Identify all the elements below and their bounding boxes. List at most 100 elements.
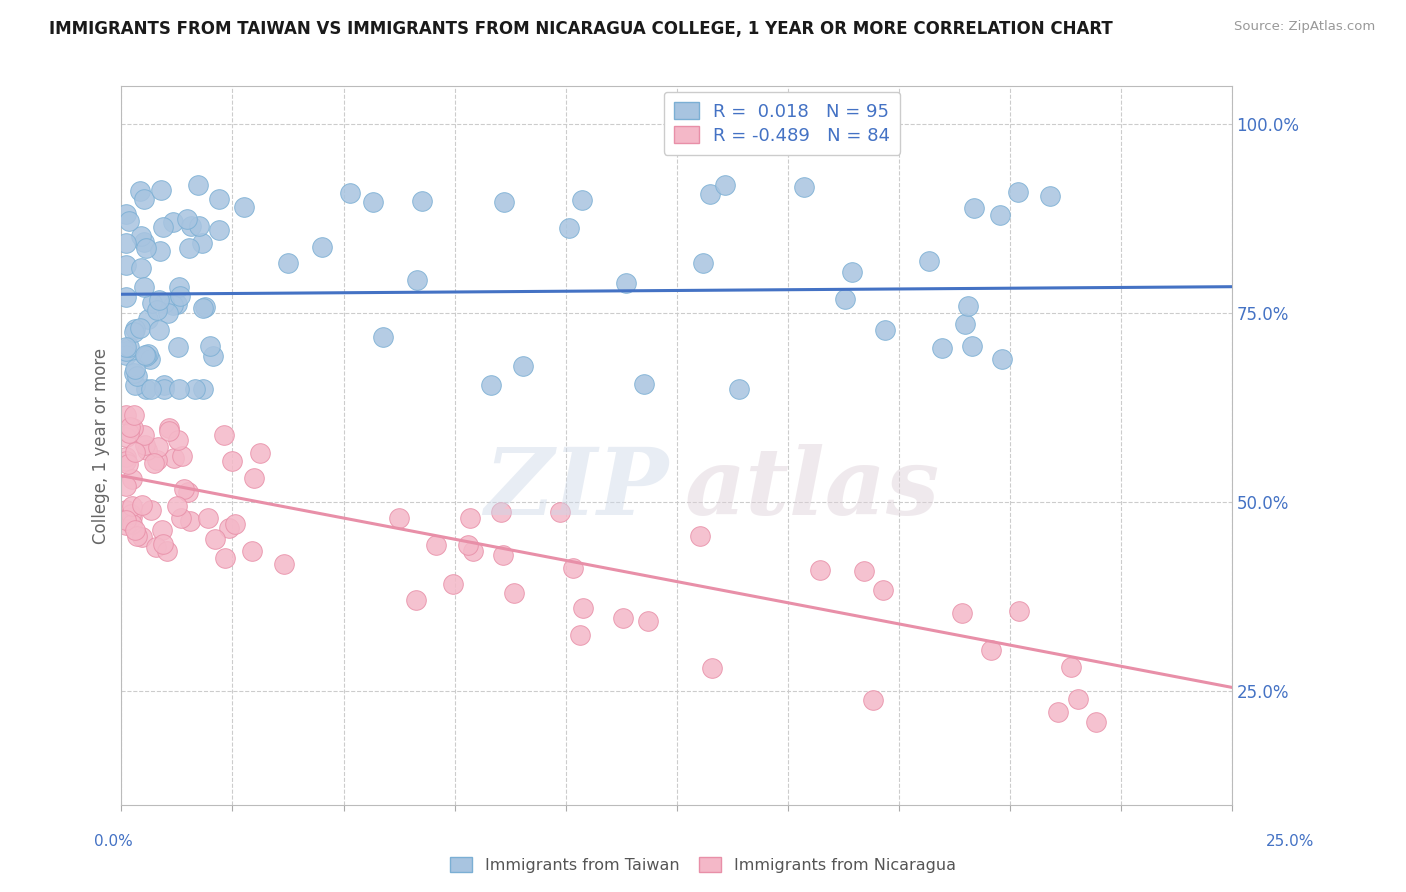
Legend: R =  0.018   N = 95, R = -0.489   N = 84: R = 0.018 N = 95, R = -0.489 N = 84: [664, 92, 900, 154]
Point: [131, 498, 153, 512]
Point: [208, 192, 231, 206]
Point: [124, 321, 146, 335]
Point: [689, 529, 711, 543]
Point: [115, 290, 138, 304]
Point: [169, 289, 191, 303]
Y-axis label: College, 1 year or more: College, 1 year or more: [93, 347, 110, 543]
Point: [134, 348, 156, 362]
Point: [176, 212, 198, 227]
Point: [115, 518, 138, 533]
Point: [163, 450, 186, 465]
Point: [166, 499, 188, 513]
Point: [132, 279, 155, 293]
Point: [115, 503, 138, 517]
Point: [167, 433, 190, 447]
Point: [166, 297, 188, 311]
Point: [441, 577, 464, 591]
Point: [136, 347, 159, 361]
Point: [371, 330, 394, 344]
Point: [311, 240, 333, 254]
Point: [127, 529, 149, 543]
Point: [548, 505, 571, 519]
Point: [931, 341, 953, 355]
Point: [699, 187, 721, 202]
Point: [193, 382, 215, 396]
Point: [875, 323, 897, 337]
Point: [139, 382, 162, 396]
Point: [988, 208, 1011, 222]
Point: [146, 303, 169, 318]
Point: [153, 382, 176, 396]
Point: [950, 607, 973, 621]
Legend: Immigrants from Taiwan, Immigrants from Nicaragua: Immigrants from Taiwan, Immigrants from …: [443, 851, 963, 880]
Point: [122, 325, 145, 339]
Point: [124, 366, 146, 380]
Text: 0.0%: 0.0%: [94, 834, 134, 848]
Point: [115, 340, 138, 354]
Point: [115, 408, 138, 422]
Point: [124, 523, 146, 537]
Point: [152, 537, 174, 551]
Point: [202, 349, 225, 363]
Point: [132, 192, 155, 206]
Point: [170, 449, 193, 463]
Point: [135, 241, 157, 255]
Point: [1046, 706, 1069, 720]
Point: [406, 273, 429, 287]
Point: [411, 194, 433, 208]
Point: [862, 693, 884, 707]
Point: [148, 293, 170, 307]
Point: [214, 550, 236, 565]
Text: atlas: atlas: [685, 443, 939, 533]
Point: [204, 532, 226, 546]
Point: [129, 184, 152, 198]
Point: [142, 456, 165, 470]
Point: [162, 214, 184, 228]
Point: [232, 200, 254, 214]
Point: [479, 378, 502, 392]
Point: [273, 557, 295, 571]
Point: [1067, 692, 1090, 706]
Point: [121, 499, 143, 513]
Point: [176, 485, 198, 500]
Point: [146, 453, 169, 467]
Point: [121, 472, 143, 486]
Point: [224, 516, 246, 531]
Point: [702, 661, 724, 675]
Point: [980, 643, 1002, 657]
Point: [152, 219, 174, 234]
Point: [121, 516, 143, 531]
Point: [173, 482, 195, 496]
Point: [714, 178, 737, 192]
Point: [188, 219, 211, 234]
Point: [139, 352, 162, 367]
Point: [491, 548, 513, 562]
Point: [115, 258, 138, 272]
Point: [1007, 185, 1029, 199]
Point: [167, 382, 190, 396]
Point: [183, 382, 205, 396]
Point: [118, 425, 141, 440]
Point: [148, 323, 170, 337]
Point: [277, 256, 299, 270]
Text: IMMIGRANTS FROM TAIWAN VS IMMIGRANTS FROM NICARAGUA COLLEGE, 1 YEAR OR MORE CORR: IMMIGRANTS FROM TAIWAN VS IMMIGRANTS FRO…: [49, 20, 1114, 37]
Point: [118, 213, 141, 227]
Point: [152, 378, 174, 392]
Point: [198, 339, 221, 353]
Point: [132, 428, 155, 442]
Point: [129, 320, 152, 334]
Point: [124, 445, 146, 459]
Point: [162, 298, 184, 312]
Point: [115, 479, 138, 493]
Point: [115, 513, 138, 527]
Point: [633, 377, 655, 392]
Point: [614, 276, 637, 290]
Point: [457, 538, 479, 552]
Point: [179, 514, 201, 528]
Point: [115, 344, 138, 359]
Point: [692, 256, 714, 270]
Point: [568, 627, 591, 641]
Point: [197, 511, 219, 525]
Point: [572, 601, 595, 615]
Point: [141, 295, 163, 310]
